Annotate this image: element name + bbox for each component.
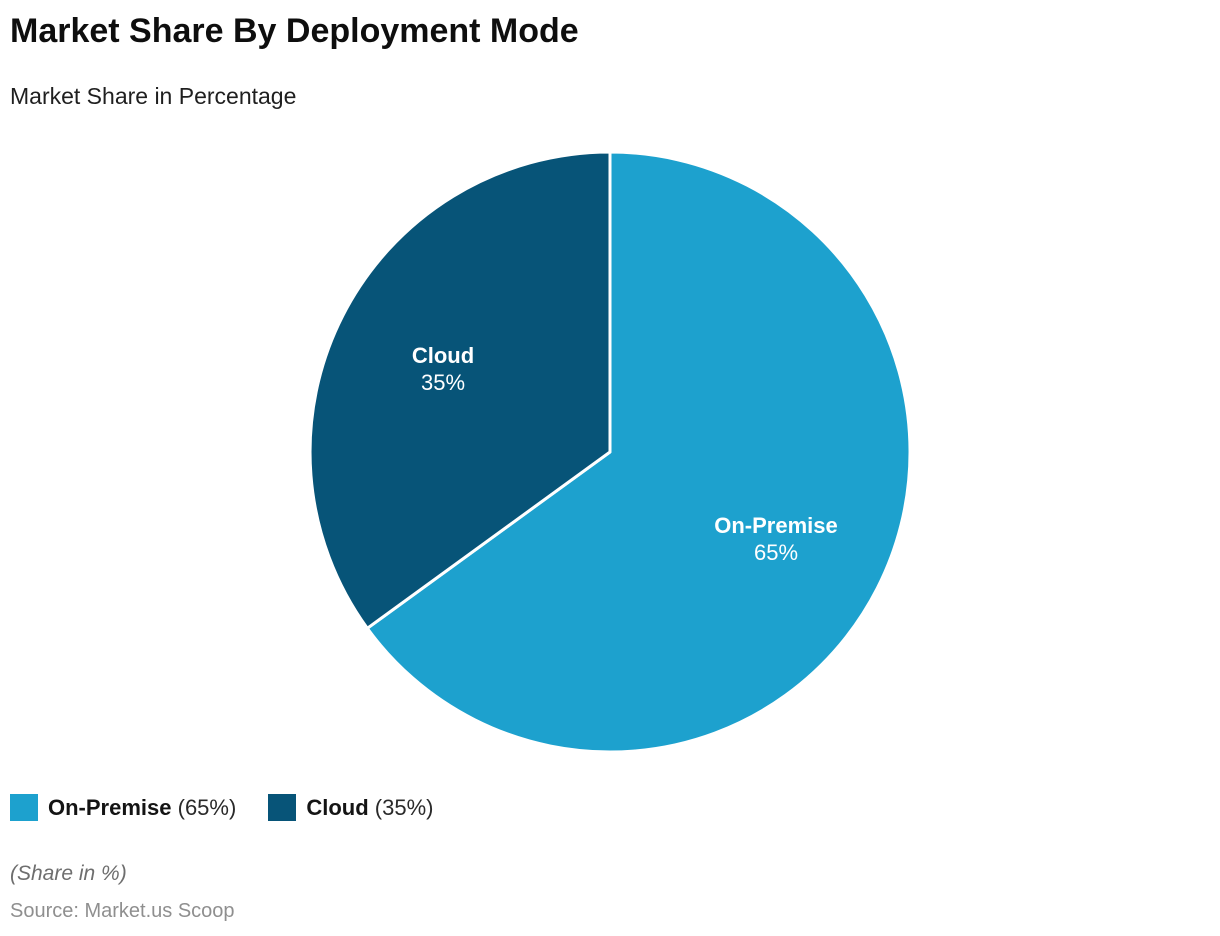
pie-svg — [308, 150, 912, 754]
source-note: Source: Market.us Scoop — [10, 900, 235, 922]
legend-item-on-premise[interactable]: On-Premise (65%) — [10, 794, 236, 821]
legend-swatch-on-premise — [10, 794, 38, 821]
pie-slice-cloud[interactable] — [308, 150, 612, 630]
legend-label-on-premise: On-Premise (65%) — [48, 794, 237, 820]
legend: On-Premise (65%) Cloud (35%) — [10, 794, 433, 821]
pie-slice-on-premise[interactable] — [365, 150, 912, 754]
legend-item-cloud[interactable]: Cloud (35%) — [268, 794, 433, 821]
chart-title: Market Share By Deployment Mode — [10, 12, 579, 50]
legend-swatch-cloud — [268, 794, 297, 821]
legend-label-cloud: Cloud (35%) — [306, 794, 434, 820]
pie-chart: Cloud 35% On-Premise 65% — [300, 142, 920, 762]
chart-subtitle: Market Share in Percentage — [10, 83, 297, 109]
share-note: (Share in %) — [10, 862, 127, 885]
